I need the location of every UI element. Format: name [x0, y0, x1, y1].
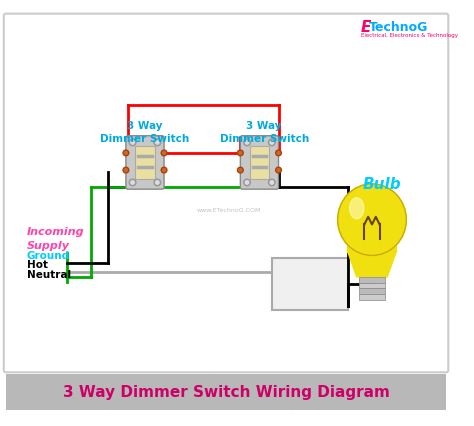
Circle shape	[163, 152, 165, 154]
Circle shape	[131, 181, 134, 184]
Text: Ground: Ground	[27, 251, 70, 261]
Circle shape	[270, 181, 273, 184]
FancyBboxPatch shape	[359, 282, 385, 288]
Circle shape	[244, 139, 250, 146]
FancyBboxPatch shape	[359, 288, 385, 294]
Text: E: E	[361, 20, 371, 35]
Text: Bulb: Bulb	[362, 177, 401, 192]
Text: Electrical, Electronics & Technology: Electrical, Electronics & Technology	[361, 33, 457, 38]
Circle shape	[154, 139, 161, 146]
Circle shape	[268, 179, 275, 186]
Circle shape	[131, 141, 134, 144]
Circle shape	[129, 179, 136, 186]
Circle shape	[277, 169, 280, 172]
Circle shape	[244, 179, 250, 186]
FancyBboxPatch shape	[6, 374, 447, 410]
Circle shape	[276, 167, 282, 173]
FancyBboxPatch shape	[4, 14, 448, 372]
Circle shape	[163, 169, 165, 172]
Circle shape	[239, 152, 242, 154]
Circle shape	[276, 150, 282, 156]
Circle shape	[123, 167, 129, 173]
FancyBboxPatch shape	[359, 277, 385, 282]
FancyBboxPatch shape	[359, 294, 385, 300]
Circle shape	[125, 169, 128, 172]
FancyBboxPatch shape	[136, 146, 155, 178]
Text: 3 Way
Dimmer Switch: 3 Way Dimmer Switch	[100, 121, 190, 144]
Circle shape	[237, 167, 243, 173]
Text: www.ETechnoG.COM: www.ETechnoG.COM	[197, 207, 261, 213]
Text: TechnoG: TechnoG	[369, 20, 428, 34]
Text: Incoming
Supply: Incoming Supply	[27, 227, 84, 250]
Text: 3 Way
Dimmer Switch: 3 Way Dimmer Switch	[219, 121, 309, 144]
FancyBboxPatch shape	[240, 136, 279, 189]
Circle shape	[129, 139, 136, 146]
Circle shape	[246, 181, 249, 184]
Text: Hot: Hot	[27, 260, 48, 271]
Circle shape	[161, 167, 167, 173]
Polygon shape	[347, 250, 397, 277]
Ellipse shape	[349, 198, 364, 219]
Circle shape	[239, 169, 242, 172]
Ellipse shape	[337, 184, 406, 256]
Circle shape	[161, 150, 167, 156]
Circle shape	[155, 181, 159, 184]
Circle shape	[246, 141, 249, 144]
Circle shape	[155, 141, 159, 144]
Circle shape	[154, 179, 161, 186]
Circle shape	[277, 152, 280, 154]
FancyBboxPatch shape	[347, 239, 397, 253]
Circle shape	[125, 152, 128, 154]
Circle shape	[123, 150, 129, 156]
Circle shape	[237, 150, 243, 156]
FancyBboxPatch shape	[126, 136, 164, 189]
Circle shape	[270, 141, 273, 144]
Text: Neutral: Neutral	[27, 270, 71, 280]
FancyBboxPatch shape	[250, 146, 269, 178]
Text: 3 Way Dimmer Switch Wiring Diagram: 3 Way Dimmer Switch Wiring Diagram	[63, 385, 390, 400]
Circle shape	[268, 139, 275, 146]
FancyBboxPatch shape	[272, 258, 348, 310]
